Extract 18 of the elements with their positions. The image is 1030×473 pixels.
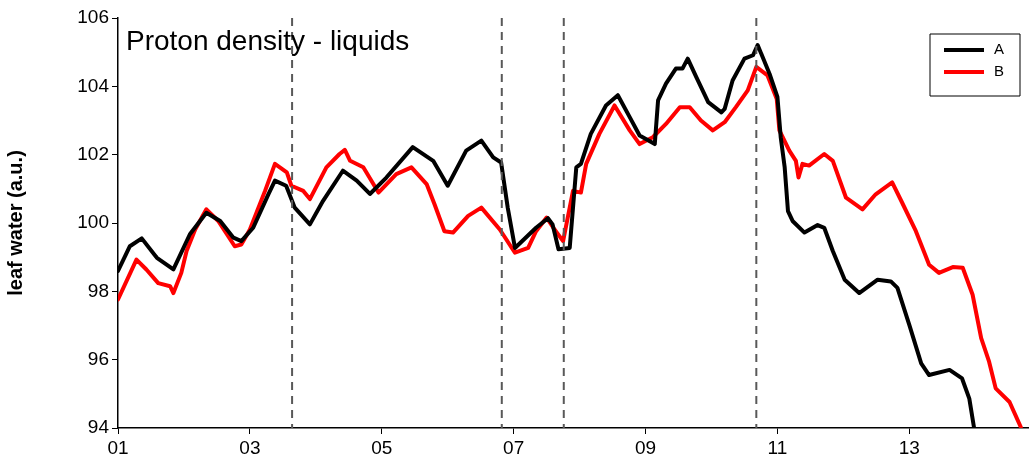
y-axis-title: leaf water (a.u.) [3,150,26,296]
chart-title: Proton density - liquids [126,24,410,56]
x-tick-label: 13 [898,436,920,458]
x-tick-label: 07 [503,436,525,458]
y-tick-label: 106 [77,6,109,28]
x-tick-label: 09 [634,436,657,458]
y-tick-label: 98 [87,279,109,301]
x-tick-label: 11 [767,436,788,458]
legend-label: B [994,62,1005,80]
y-tick-label: 102 [77,142,109,164]
legend-label: A [994,40,1005,58]
y-tick-label: 94 [87,416,110,438]
x-tick-label: 01 [107,436,129,458]
y-tick-label: 100 [77,211,109,233]
y-tick-label: 96 [87,347,109,369]
x-tick-label: 03 [239,436,261,458]
y-tick-label: 104 [77,74,110,96]
x-tick-label: 05 [371,436,393,458]
